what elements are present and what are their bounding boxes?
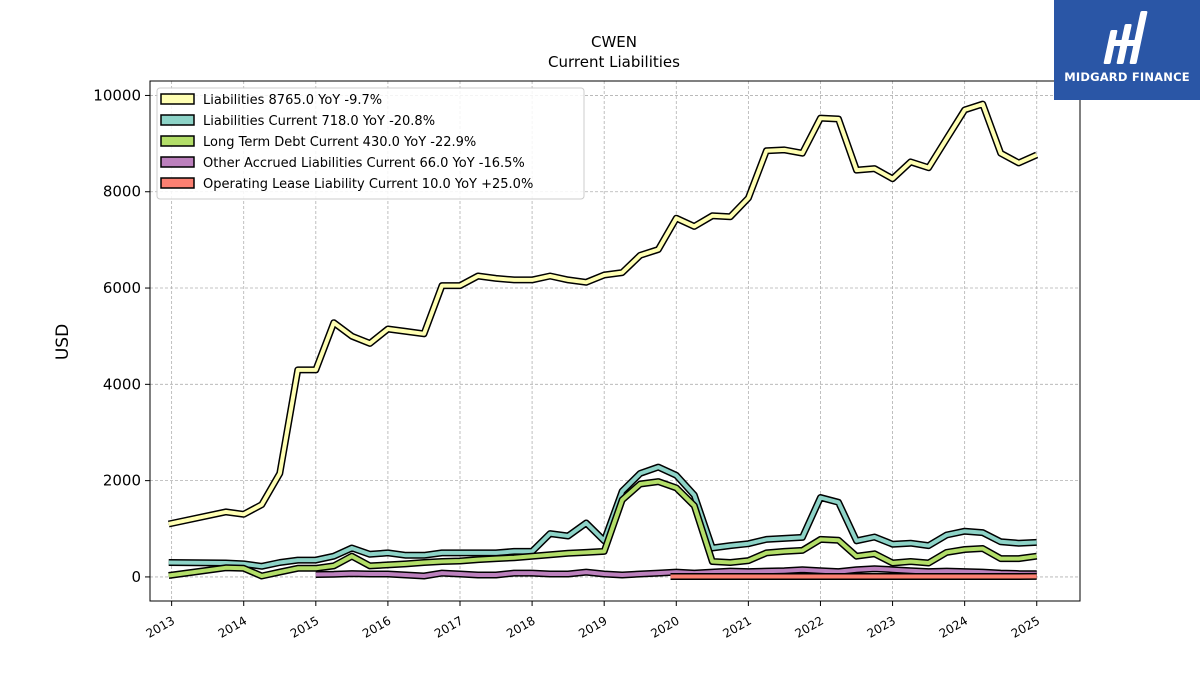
legend-box	[156, 87, 585, 200]
x-tick-label: 2023	[865, 613, 898, 640]
y-tick-label: 6000	[103, 279, 141, 297]
series-line-1	[168, 465, 1037, 569]
x-tick-label: 2022	[793, 613, 826, 640]
y-tick-label: 0	[131, 568, 141, 586]
legend-entry: Liabilities 8765.0 YoY -9.7%	[203, 93, 382, 108]
series-layer	[167, 100, 1039, 580]
x-tick-label: 2016	[360, 613, 393, 640]
legend-entry: Other Accrued Liabilities Current 66.0 Y…	[203, 156, 525, 171]
legend-entry: Operating Lease Liability Current 10.0 Y…	[203, 177, 533, 192]
legend-entry: Long Term Debt Current 430.0 YoY -22.9%	[203, 135, 476, 150]
x-tick-label: 2013	[144, 613, 177, 640]
legend-swatch	[160, 156, 195, 168]
brand-name: MIDGARD FINANCE	[1064, 70, 1190, 84]
x-tick-label: 2015	[288, 613, 321, 640]
x-tick-label: 2019	[576, 613, 609, 640]
x-tick-label: 2024	[937, 613, 970, 640]
x-tick-label: 2021	[720, 613, 753, 640]
legend-swatch	[160, 114, 195, 126]
y-tick-label: 10000	[93, 86, 141, 104]
y-axis-label: USD	[53, 324, 73, 360]
chart-title: CWEN	[591, 33, 637, 51]
x-tick-label: 2018	[504, 613, 537, 640]
x-tick-label: 2017	[432, 613, 465, 640]
brand-logo: MIDGARD FINANCE	[1054, 0, 1200, 100]
brand-mark-icon	[1103, 11, 1148, 64]
series-line-3	[315, 566, 1037, 578]
legend: Liabilities 8765.0 YoY -9.7% Liabilities …	[156, 87, 585, 200]
legend-swatch	[160, 177, 195, 189]
series-line-0	[168, 102, 1038, 526]
chart-subtitle: Current Liabilities	[548, 53, 680, 71]
y-tick-label: 2000	[103, 472, 141, 490]
y-tick-label: 8000	[103, 183, 141, 201]
plot-frame	[149, 80, 1081, 602]
legend-swatch	[160, 135, 195, 147]
series-line-2	[168, 479, 1037, 578]
legend-entry: Liabilities Current 718.0 YoY -20.8%	[203, 114, 435, 129]
x-tick-label: 2025	[1009, 613, 1042, 640]
x-tick-label: 2014	[216, 613, 249, 640]
x-tick-label: 2020	[648, 613, 681, 640]
y-tick-label: 4000	[103, 375, 141, 393]
legend-swatch	[160, 93, 195, 105]
